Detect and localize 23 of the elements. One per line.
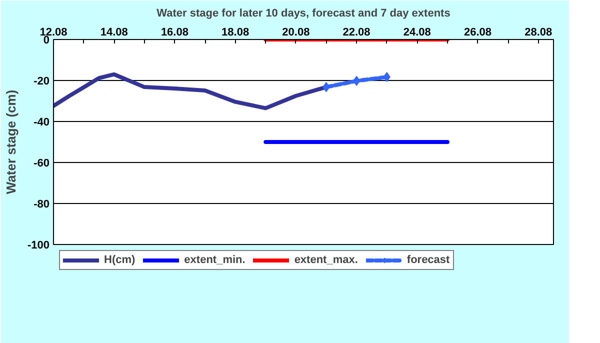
chart-title: Water stage for later 10 days, forecast and 7 day extents: [156, 8, 450, 20]
x-tick-label: 26.08: [464, 26, 492, 38]
y-axis-title: Water stage (cm): [3, 90, 18, 194]
x-tick-label: 22.08: [342, 26, 370, 38]
point: [353, 76, 360, 86]
x-tick-label: 20.08: [282, 26, 310, 38]
x-tick-label: 28.08: [524, 26, 552, 38]
x-tick-label: 14.08: [100, 26, 128, 38]
y-tick-label: -100: [27, 240, 50, 252]
y-tick-label: -60: [34, 158, 50, 170]
y-tick-label: -80: [34, 198, 50, 210]
y-tick-label: 0: [43, 34, 50, 46]
legend-label: extent_max.: [294, 254, 358, 266]
x-tick-label: 24.08: [403, 26, 431, 38]
legend-label: forecast: [406, 254, 450, 266]
legend-label: H(cm): [104, 254, 136, 266]
y-tick-label: -20: [34, 76, 50, 88]
x-tick-label: 18.08: [222, 26, 250, 38]
point: [383, 72, 390, 82]
y-tick-label: -40: [34, 116, 50, 128]
x-tick-label: 16.08: [160, 26, 188, 38]
point: [322, 82, 330, 92]
legend-label: extent_min.: [184, 254, 246, 266]
